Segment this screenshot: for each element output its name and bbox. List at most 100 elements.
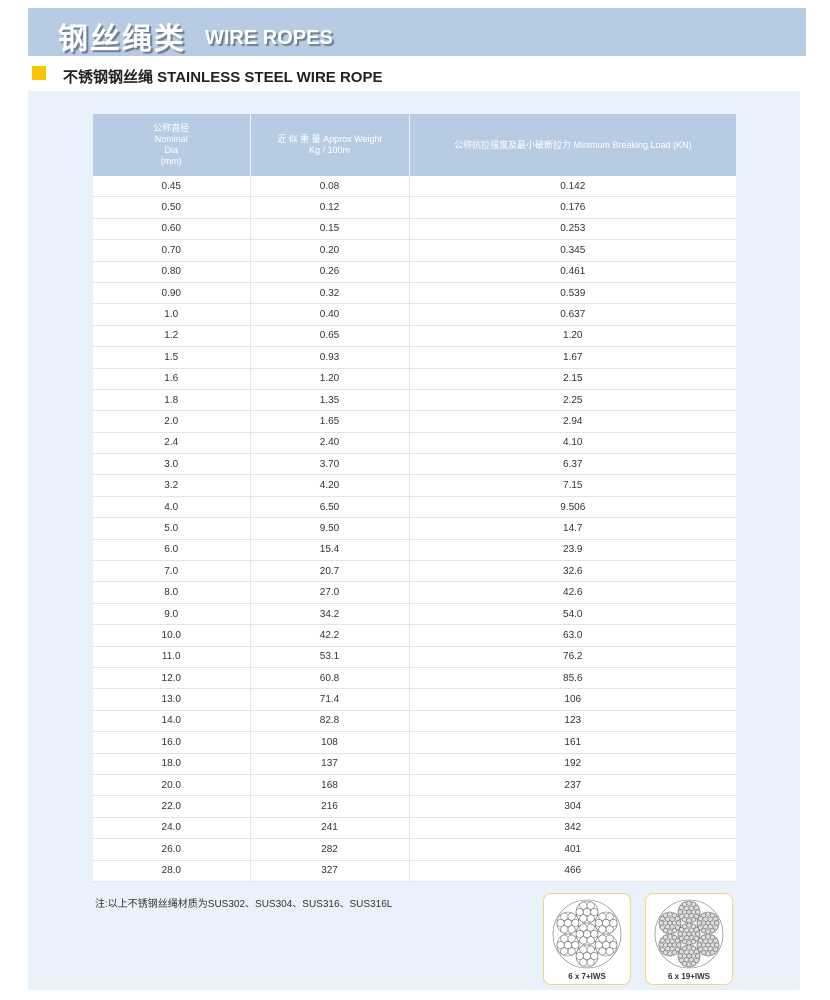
cell-breaking-load: 0.142 — [409, 176, 736, 198]
wire — [703, 924, 709, 930]
wire — [659, 946, 665, 952]
cell-weight: 15.4 — [250, 539, 410, 562]
wire — [676, 942, 682, 948]
table-row: 1.2 0.65 1.20 — [93, 325, 736, 348]
table-row: 0.50 0.12 0.176 — [93, 196, 736, 219]
cell-diameter: 16.0 — [93, 731, 251, 754]
wire — [579, 914, 588, 923]
table-row: 0.45 0.08 0.142 — [93, 176, 736, 198]
wire — [688, 927, 694, 933]
section-title: 不锈钢钢丝绳 STAINLESS STEEL WIRE ROPE — [63, 69, 383, 86]
wire — [690, 917, 696, 923]
table-row: 26.0 282 401 — [93, 838, 736, 861]
cell-diameter: 7.0 — [93, 560, 251, 583]
cell-diameter: 0.70 — [93, 239, 251, 262]
wire — [686, 900, 692, 906]
spec-table: 公称直径 Nominal Dia (mm) 近 似 重 量 Approx Wei… — [93, 114, 736, 882]
table-row: 1.0 0.40 0.637 — [93, 303, 736, 326]
wire — [598, 947, 607, 956]
cell-diameter: 22.0 — [93, 795, 251, 818]
cell-weight: 3.70 — [250, 453, 410, 476]
table-row: 8.0 27.0 42.6 — [93, 581, 736, 604]
wire — [579, 923, 588, 932]
cell-weight: 0.26 — [250, 261, 410, 283]
cell-weight: 0.08 — [250, 176, 410, 198]
wire — [714, 920, 720, 926]
wire — [658, 920, 664, 926]
rope-cross-section-6x19-icon — [654, 899, 724, 969]
wire — [686, 940, 692, 946]
table-row: 24.0 241 342 — [93, 817, 736, 840]
wire — [663, 934, 669, 940]
wire — [663, 928, 669, 934]
wire — [695, 909, 701, 915]
cell-diameter: 0.80 — [93, 261, 251, 283]
wire — [713, 916, 719, 922]
wire — [675, 924, 681, 930]
wire — [590, 908, 599, 916]
wire — [560, 947, 569, 956]
wire — [677, 909, 683, 915]
cell-breaking-load: 466 — [409, 860, 736, 882]
wire — [579, 958, 588, 967]
wire — [697, 916, 703, 922]
rope-label: 6 x 7+IWS — [568, 972, 606, 981]
wire — [665, 946, 671, 952]
wire — [605, 934, 614, 943]
wire — [701, 934, 707, 940]
wire — [671, 950, 677, 956]
cell-diameter: 18.0 — [93, 753, 251, 775]
wire — [675, 938, 681, 944]
rope-outline — [552, 899, 622, 969]
cell-weight: 327 — [250, 860, 410, 882]
cell-breaking-load: 161 — [409, 731, 736, 754]
wire — [579, 901, 588, 910]
wire — [714, 942, 720, 948]
table-row: 0.70 0.20 0.345 — [93, 239, 736, 262]
cell-weight: 241 — [250, 817, 410, 840]
wire — [667, 933, 673, 939]
wire — [667, 929, 673, 935]
cell-breaking-load: 237 — [409, 774, 736, 797]
wire — [609, 941, 618, 949]
wire — [694, 905, 700, 911]
cell-breaking-load: 2.94 — [409, 410, 736, 433]
cell-weight: 108 — [250, 731, 410, 754]
cell-diameter: 9.0 — [93, 603, 251, 626]
wire — [709, 934, 715, 940]
wire — [560, 934, 569, 943]
cell-weight: 42.2 — [250, 624, 410, 647]
table-row: 0.80 0.26 0.461 — [93, 261, 736, 283]
wire — [690, 939, 696, 945]
wire — [594, 919, 603, 927]
cell-breaking-load: 9.506 — [409, 496, 736, 519]
wire — [705, 933, 711, 939]
cell-diameter: 10.0 — [93, 624, 251, 647]
table-row: 7.0 20.7 32.6 — [93, 560, 736, 583]
cell-diameter: 1.8 — [93, 389, 251, 412]
header-text: 近 似 重 量 Approx Weight Kg / 100m — [277, 134, 382, 155]
wire — [707, 938, 713, 944]
table-row: 11.0 53.1 76.2 — [93, 646, 736, 668]
wire — [590, 952, 599, 960]
cell-diameter: 26.0 — [93, 838, 251, 861]
wire — [682, 945, 688, 951]
rope-outline — [654, 899, 724, 969]
cell-diameter: 1.6 — [93, 368, 251, 390]
cell-breaking-load: 1.67 — [409, 346, 736, 369]
cell-weight: 0.20 — [250, 239, 410, 262]
wire — [586, 936, 595, 945]
wire — [671, 934, 677, 940]
cell-breaking-load: 0.253 — [409, 218, 736, 241]
section-marker — [32, 66, 46, 80]
wire — [677, 931, 683, 937]
wire — [671, 928, 677, 934]
wire — [696, 920, 702, 926]
cell-diameter: 5.0 — [93, 517, 251, 540]
wire — [709, 950, 715, 956]
wire — [701, 912, 707, 918]
banner: 钢丝绳类 WIRE ROPES — [28, 8, 806, 57]
wire — [694, 935, 700, 941]
wire — [709, 928, 715, 934]
wire — [701, 950, 707, 956]
